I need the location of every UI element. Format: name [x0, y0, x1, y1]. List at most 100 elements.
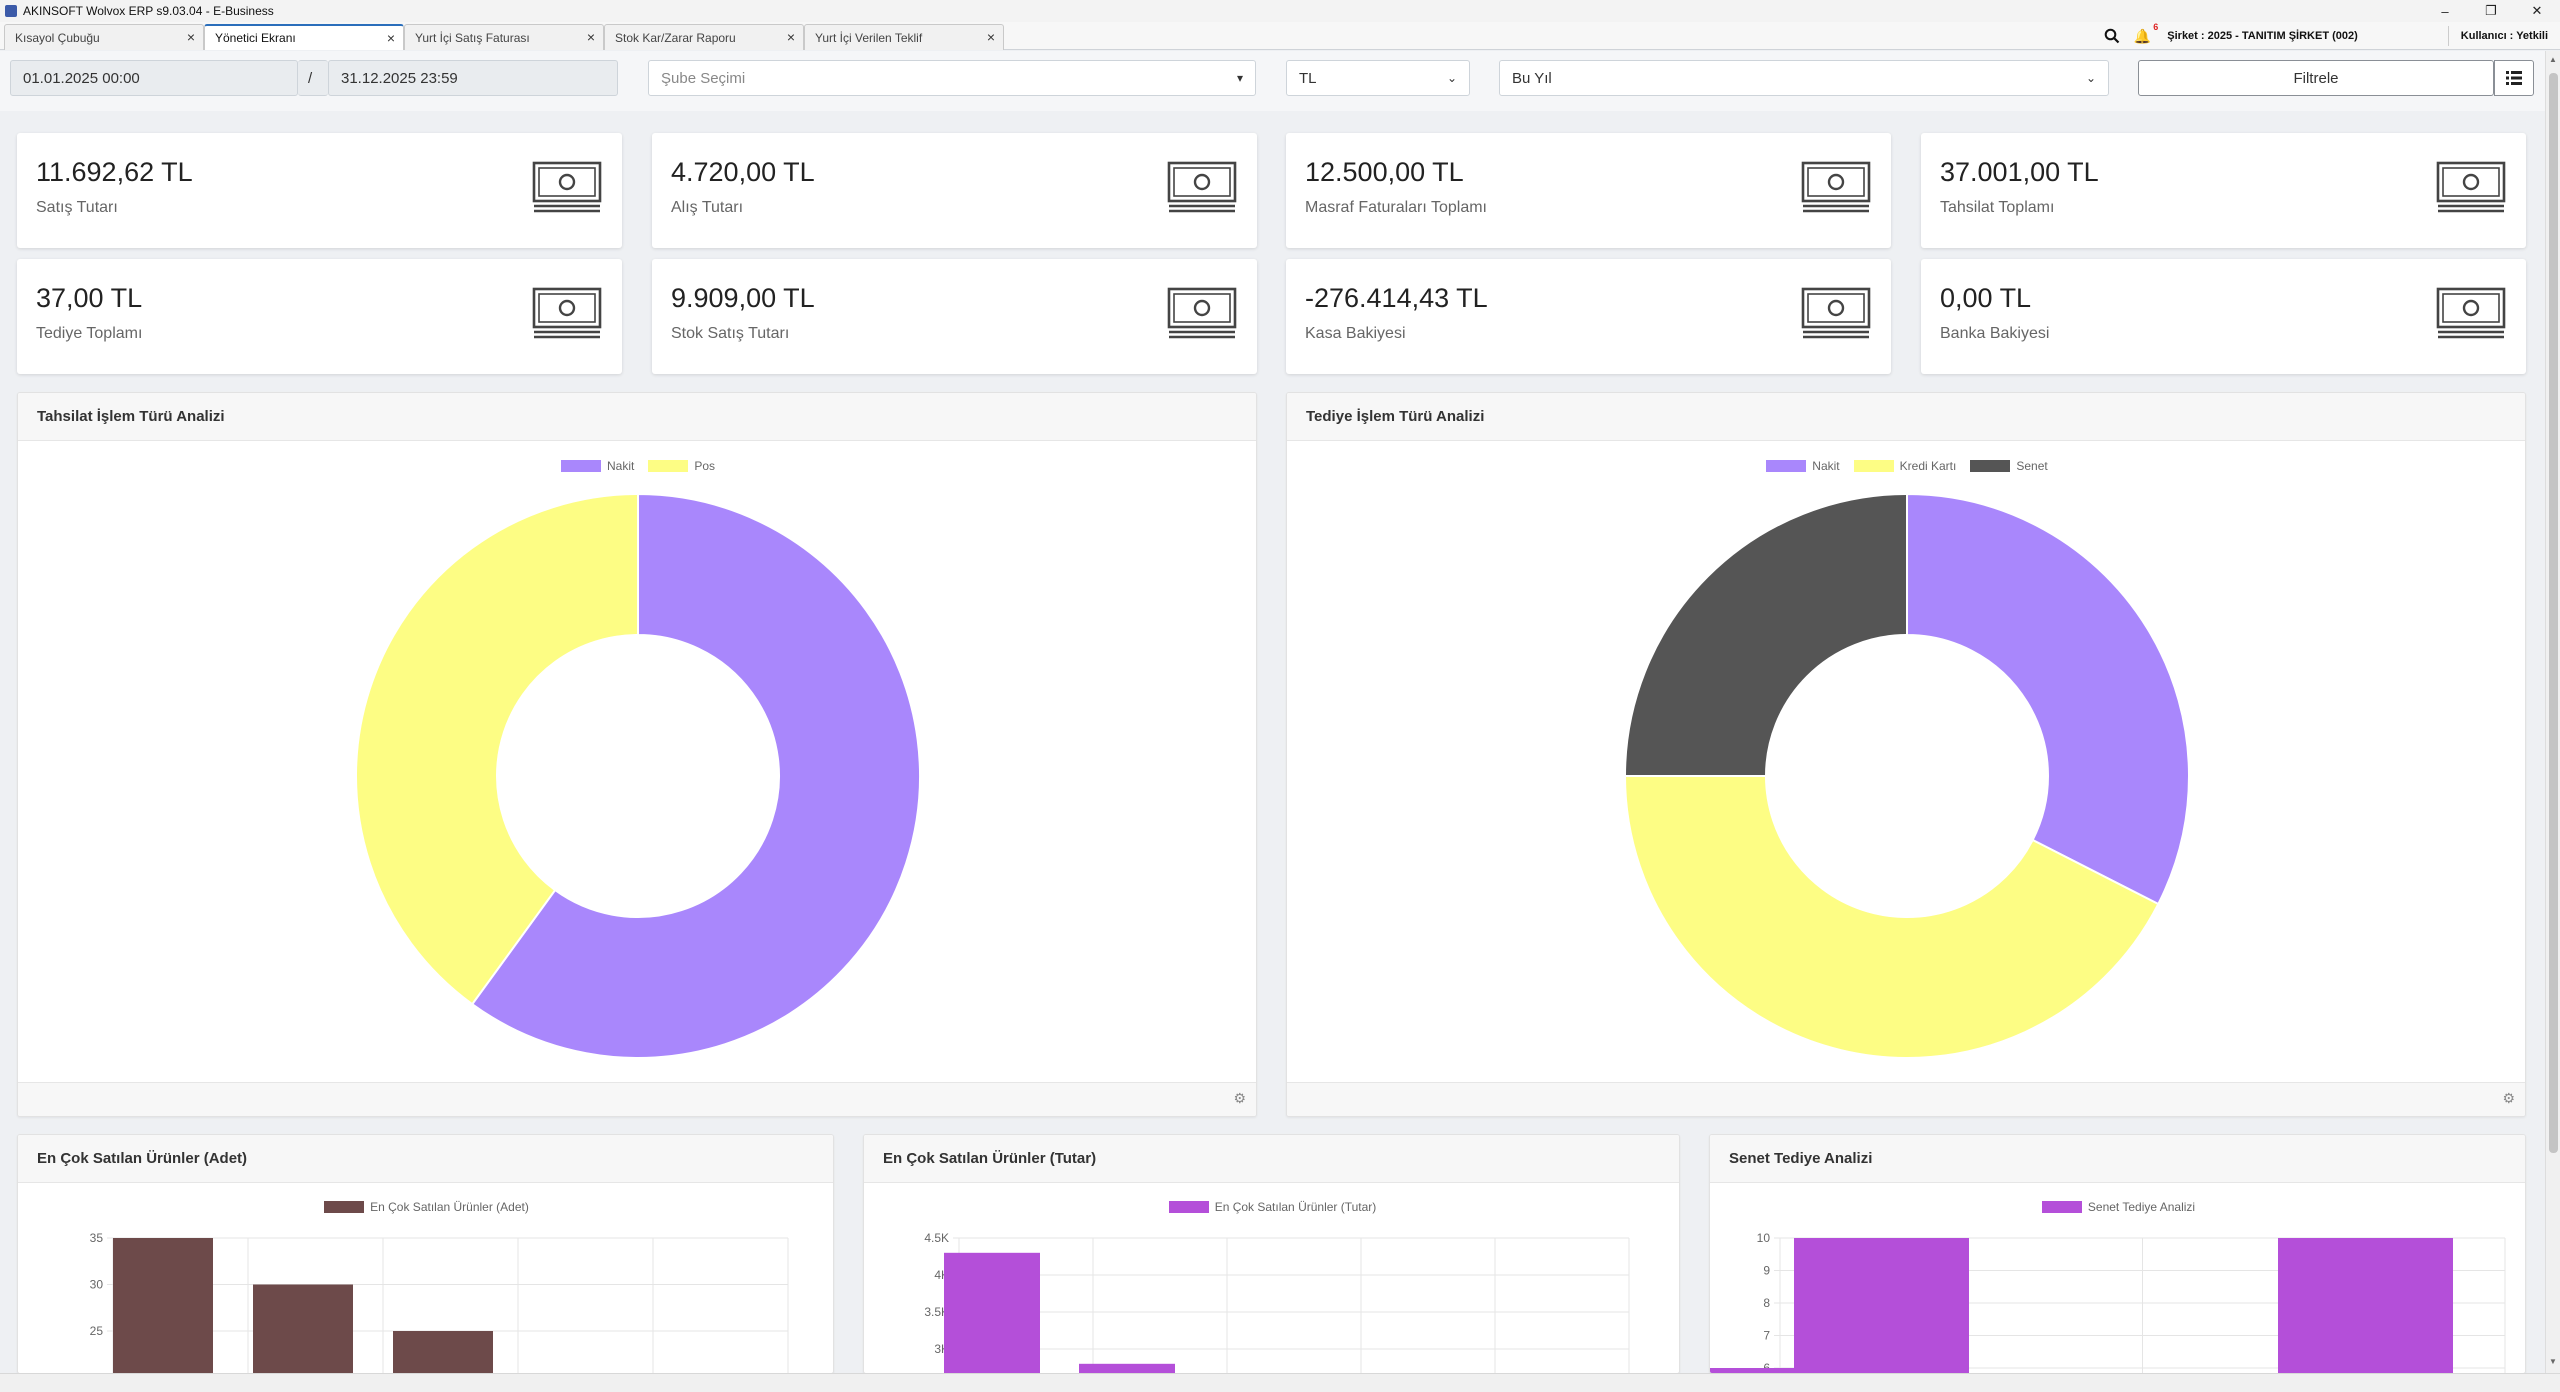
tahsilat-donut-chart — [355, 492, 921, 1059]
tab-label: Yurt İçi Verilen Teklif — [815, 30, 923, 45]
window-titlebar: AKINSOFT Wolvox ERP s9.03.04 - E-Busines… — [0, 0, 2560, 22]
close-icon[interactable]: × — [586, 29, 595, 45]
currency-value: TL — [1299, 69, 1317, 87]
y-tick-label: 30 — [90, 1278, 104, 1292]
legend-item[interactable]: En Çok Satılan Ürünler (Tutar) — [1168, 1200, 1377, 1214]
stat-card: 4.720,00 TL Alış Tutarı — [652, 133, 1257, 248]
period-select[interactable]: Bu Yıl ⌄ — [1499, 60, 2109, 96]
list-view-button[interactable] — [2494, 60, 2534, 96]
notification-bell-icon[interactable]: 🔔 6 — [2133, 21, 2159, 44]
bar-3[interactable] — [393, 1331, 493, 1374]
stat-card: -276.414,43 TL Kasa Bakiyesi — [1286, 259, 1891, 374]
legend-item[interactable]: Pos — [648, 459, 715, 473]
donut-slice-pos[interactable] — [355, 492, 639, 1006]
stat-card: 11.692,62 TL Satış Tutarı — [17, 133, 622, 248]
chart-legend: Nakit Pos — [18, 459, 1256, 473]
stat-value: 4.720,00 TL — [671, 157, 815, 187]
chevron-down-icon: ⌄ — [2085, 71, 2096, 85]
panel-footer: ⚙ — [18, 1082, 1256, 1116]
scrollbar-thumb[interactable] — [2549, 73, 2558, 1153]
quantity-bar-chart: 35 30 25 20 — [90, 1231, 789, 1375]
company-label: Şirket : 2025 - TANITIM ŞİRKET (002) — [2167, 30, 2358, 42]
close-icon[interactable]: × — [186, 29, 195, 45]
tab-label: Stok Kar/Zarar Raporu — [615, 30, 736, 45]
bar-1[interactable] — [944, 1252, 1040, 1374]
donut-slice-nakit[interactable] — [470, 492, 921, 1059]
tab-kar-zarar[interactable]: Stok Kar/Zarar Raporu × — [604, 24, 804, 50]
stat-card: 37,00 TL Tediye Toplamı — [17, 259, 622, 374]
donut-slice-senet[interactable] — [1623, 492, 1908, 777]
chart-legend: En Çok Satılan Ürünler (Tutar) — [864, 1200, 1679, 1214]
bar-2[interactable] — [1079, 1363, 1175, 1374]
legend-item[interactable]: En Çok Satılan Ürünler (Adet) — [324, 1200, 529, 1214]
maximize-button[interactable]: ❐ — [2485, 3, 2497, 18]
close-window-button[interactable]: ✕ — [2531, 3, 2543, 18]
close-icon[interactable]: × — [386, 30, 395, 46]
bar-3[interactable] — [2278, 1238, 2453, 1374]
start-date-input[interactable]: 01.01.2025 00:00 — [10, 60, 298, 96]
stat-value: 0,00 TL — [1940, 283, 2032, 313]
close-icon[interactable]: × — [986, 29, 995, 45]
tab-label: Kısayol Çubuğu — [15, 30, 100, 45]
donut-slice-kredi-kartı[interactable] — [1623, 775, 2160, 1059]
vertical-scrollbar[interactable]: ▲ ▼ — [2545, 51, 2560, 1377]
y-tick-label: 6 — [1763, 1361, 1770, 1374]
panel-footer: ⚙ — [1287, 1082, 2525, 1116]
legend-item[interactable]: Nakit — [1766, 459, 1840, 473]
legend-label: Kredi Kartı — [1899, 459, 1957, 473]
y-tick-label: 25 — [90, 1324, 104, 1338]
legend-item[interactable]: Senet — [1970, 459, 2048, 473]
legend-swatch — [1766, 460, 1807, 472]
filter-button[interactable]: Filtrele — [2138, 60, 2494, 96]
top-products-amount-panel: En Çok Satılan Ürünler (Tutar) En Çok Sa… — [863, 1134, 1680, 1374]
legend-item[interactable]: Nakit — [560, 459, 634, 473]
tab-label: Yurt İçi Satış Faturası — [415, 30, 530, 45]
senet-bar-chart: 10 9 8 7 6 — [1710, 1231, 2506, 1374]
legend-swatch — [324, 1201, 365, 1213]
donut-slice-nakit[interactable] — [1906, 492, 2190, 906]
tab-label: Yönetici Ekranı — [215, 31, 296, 45]
legend-item[interactable]: Senet Tediye Analizi — [2041, 1200, 2196, 1214]
money-icon — [532, 287, 602, 339]
money-icon — [1801, 161, 1871, 213]
tab-verilen-teklif[interactable]: Yurt İçi Verilen Teklif × — [804, 24, 1004, 50]
tab-kisayol[interactable]: Kısayol Çubuğu × — [4, 24, 204, 50]
tab-satis-faturasi[interactable]: Yurt İçi Satış Faturası × — [404, 24, 604, 50]
tediye-analysis-panel: Tediye İşlem Türü Analizi Nakit Kredi Kar… — [1286, 392, 2526, 1117]
y-tick-label: 9 — [1763, 1264, 1770, 1278]
stat-label: Kasa Bakiyesi — [1305, 325, 1406, 342]
legend-label: Senet Tediye Analizi — [2087, 1200, 2196, 1214]
panel-title: En Çok Satılan Ürünler (Tutar) — [864, 1135, 1679, 1183]
tahsilat-analysis-panel: Tahsilat İşlem Türü Analizi Nakit Pos ⚙ — [17, 392, 1257, 1117]
bar-1[interactable] — [113, 1238, 213, 1374]
notification-count: 6 — [2153, 21, 2159, 32]
branch-select[interactable]: Şube Seçimi ▾ — [648, 60, 1256, 96]
stat-label: Alış Tutarı — [671, 199, 744, 216]
tab-yonetici[interactable]: Yönetici Ekranı × — [204, 24, 404, 50]
legend-swatch — [1168, 1201, 1209, 1213]
gear-icon[interactable]: ⚙ — [2502, 1090, 2515, 1106]
bar-1[interactable] — [1794, 1238, 1969, 1374]
bar-2[interactable] — [1710, 1368, 1885, 1374]
search-icon[interactable] — [2104, 28, 2120, 44]
gear-icon[interactable]: ⚙ — [1233, 1090, 1246, 1106]
stat-card: 9.909,00 TL Stok Satış Tutarı — [652, 259, 1257, 374]
legend-label: En Çok Satılan Ürünler (Adet) — [370, 1200, 529, 1214]
close-icon[interactable]: × — [786, 29, 795, 45]
bar-2[interactable] — [253, 1284, 353, 1375]
legend-item[interactable]: Kredi Kartı — [1853, 459, 1957, 473]
y-tick-label: 10 — [1757, 1231, 1771, 1245]
y-tick-label: 7 — [1763, 1329, 1770, 1343]
stat-value: 37.001,00 TL — [1940, 157, 2099, 187]
date-separator-text: / — [308, 69, 313, 87]
period-value: Bu Yıl — [1512, 69, 1552, 87]
scroll-up-icon[interactable]: ▲ — [2549, 55, 2557, 64]
currency-select[interactable]: TL ⌄ — [1286, 60, 1470, 96]
branch-placeholder: Şube Seçimi — [661, 69, 746, 87]
minimize-button[interactable]: – — [2441, 3, 2449, 19]
legend-label: Pos — [694, 459, 716, 473]
scroll-down-icon[interactable]: ▼ — [2549, 1357, 2557, 1366]
legend-label: En Çok Satılan Ürünler (Tutar) — [1214, 1200, 1377, 1214]
end-date-input[interactable]: 31.12.2025 23:59 — [328, 60, 618, 96]
